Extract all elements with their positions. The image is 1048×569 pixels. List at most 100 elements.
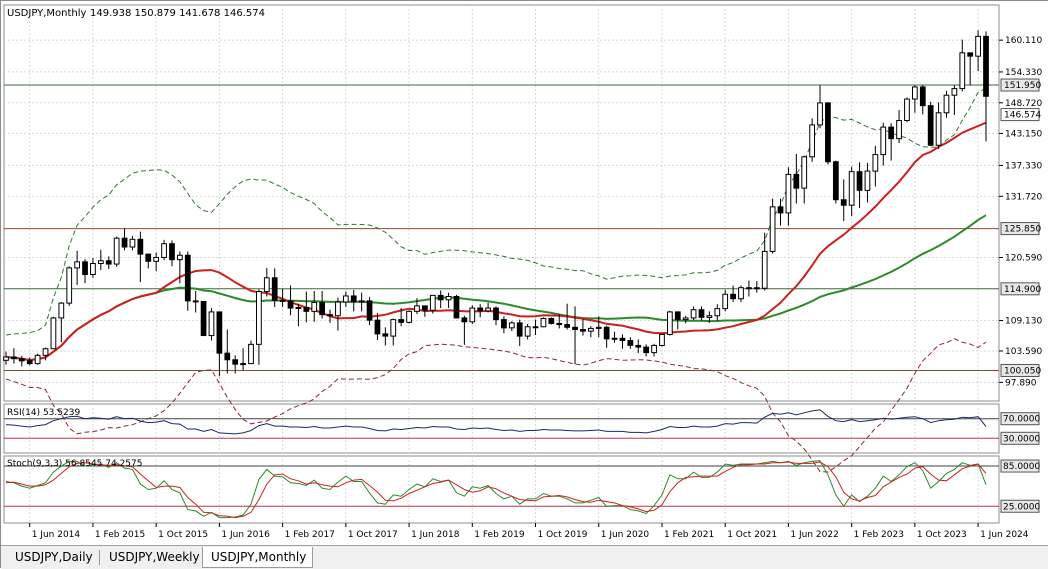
- candle[interactable]: [97, 249, 104, 271]
- candle[interactable]: [82, 259, 88, 284]
- candle[interactable]: [200, 300, 207, 337]
- candle[interactable]: [801, 155, 808, 204]
- candle[interactable]: [888, 123, 895, 161]
- candle[interactable]: [469, 305, 476, 324]
- candle[interactable]: [232, 355, 239, 374]
- candle[interactable]: [619, 334, 626, 349]
- candle[interactable]: [880, 122, 887, 166]
- candle[interactable]: [564, 303, 570, 330]
- candle[interactable]: [643, 344, 650, 357]
- candle[interactable]: [832, 160, 839, 204]
- candle[interactable]: [263, 267, 270, 297]
- candle[interactable]: [587, 326, 594, 338]
- candle[interactable]: [738, 285, 744, 303]
- candle[interactable]: [42, 347, 49, 361]
- candle[interactable]: [192, 291, 199, 313]
- candle[interactable]: [453, 294, 460, 319]
- candle[interactable]: [18, 355, 25, 367]
- candle[interactable]: [935, 102, 942, 150]
- candle[interactable]: [674, 311, 681, 330]
- candle[interactable]: [975, 30, 981, 71]
- candle[interactable]: [785, 167, 792, 226]
- candle[interactable]: [595, 316, 602, 338]
- candle[interactable]: [34, 353, 41, 365]
- candle[interactable]: [121, 228, 128, 251]
- candle[interactable]: [319, 291, 325, 319]
- candle[interactable]: [809, 118, 815, 162]
- candle[interactable]: [951, 85, 958, 115]
- candle[interactable]: [603, 325, 610, 348]
- candle[interactable]: [398, 308, 405, 327]
- candle[interactable]: [224, 329, 231, 374]
- candle[interactable]: [406, 310, 412, 324]
- candle[interactable]: [896, 110, 902, 144]
- candle[interactable]: [161, 239, 167, 261]
- candle[interactable]: [58, 302, 65, 343]
- candle[interactable]: [572, 306, 578, 365]
- candle[interactable]: [730, 285, 736, 303]
- candle[interactable]: [74, 250, 80, 285]
- candle[interactable]: [248, 340, 254, 365]
- candle[interactable]: [682, 315, 689, 324]
- candle[interactable]: [501, 316, 507, 334]
- chart-canvas[interactable]: 160.110 154.330 148.720 143.150 137.330 131.7…: [1, 1, 1048, 545]
- candle[interactable]: [825, 102, 831, 165]
- candle[interactable]: [50, 316, 57, 350]
- candle[interactable]: [777, 198, 784, 226]
- candle[interactable]: [279, 288, 286, 307]
- candle[interactable]: [184, 251, 191, 311]
- candle[interactable]: [493, 306, 499, 326]
- candle[interactable]: [761, 232, 768, 291]
- candle[interactable]: [113, 236, 120, 267]
- candle[interactable]: [358, 292, 365, 312]
- candle[interactable]: [429, 294, 436, 314]
- candle[interactable]: [651, 343, 657, 357]
- candle[interactable]: [840, 179, 847, 222]
- candle[interactable]: [3, 351, 9, 365]
- tab-usdjpy-monthly[interactable]: USDJPY,Monthly: [202, 547, 313, 568]
- candle[interactable]: [698, 306, 705, 321]
- candle[interactable]: [983, 31, 989, 142]
- candle[interactable]: [959, 39, 966, 92]
- candle[interactable]: [516, 319, 523, 346]
- candle[interactable]: [611, 331, 618, 343]
- candle[interactable]: [350, 289, 357, 312]
- candle[interactable]: [722, 289, 729, 312]
- candle[interactable]: [271, 268, 278, 307]
- candle[interactable]: [856, 162, 863, 208]
- candle[interactable]: [714, 304, 721, 321]
- candle[interactable]: [256, 289, 262, 365]
- candle[interactable]: [208, 308, 215, 341]
- candle[interactable]: [635, 339, 642, 354]
- candle[interactable]: [848, 166, 855, 217]
- candle[interactable]: [927, 101, 934, 146]
- candle[interactable]: [532, 319, 539, 335]
- tab-usdjpy-daily[interactable]: USDJPY,Daily: [15, 550, 93, 564]
- candle[interactable]: [556, 314, 563, 329]
- candle[interactable]: [177, 251, 183, 284]
- candle[interactable]: [746, 280, 752, 297]
- candle[interactable]: [105, 256, 112, 269]
- candle[interactable]: [414, 298, 420, 315]
- candle[interactable]: [153, 252, 160, 272]
- candle[interactable]: [287, 285, 294, 316]
- candle[interactable]: [303, 291, 310, 323]
- candle[interactable]: [382, 327, 389, 346]
- candle[interactable]: [327, 309, 333, 323]
- candle[interactable]: [872, 145, 879, 187]
- candle[interactable]: [524, 324, 531, 340]
- candle[interactable]: [129, 236, 136, 251]
- candle[interactable]: [437, 290, 444, 309]
- candle[interactable]: [366, 297, 373, 326]
- candle[interactable]: [90, 258, 96, 278]
- candle[interactable]: [374, 313, 381, 340]
- candle[interactable]: [26, 357, 33, 366]
- candle[interactable]: [445, 292, 452, 309]
- candle[interactable]: [485, 302, 491, 313]
- candle[interactable]: [477, 304, 484, 318]
- candle[interactable]: [311, 291, 318, 322]
- candle[interactable]: [769, 198, 776, 254]
- candle[interactable]: [137, 231, 144, 283]
- candle[interactable]: [169, 240, 175, 267]
- candle[interactable]: [943, 90, 950, 118]
